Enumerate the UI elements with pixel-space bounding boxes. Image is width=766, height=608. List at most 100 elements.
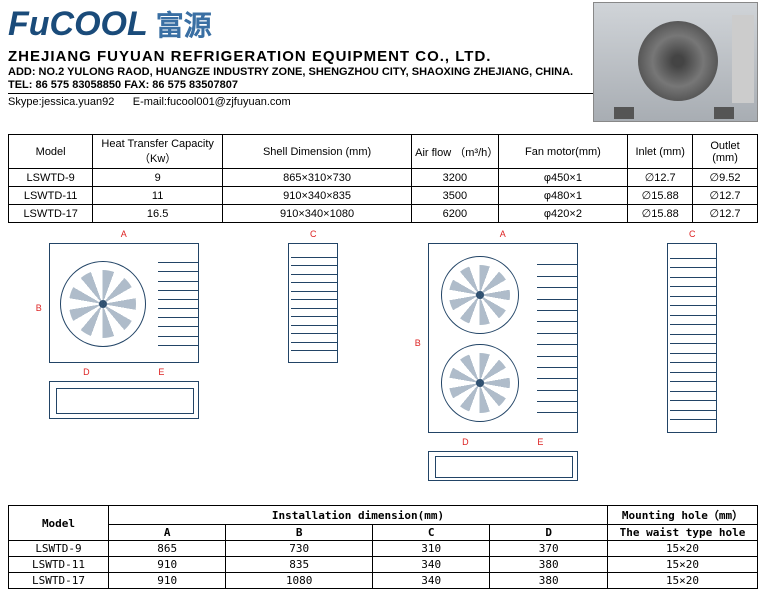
cell: ∅12.7 bbox=[693, 187, 758, 205]
cell: 730 bbox=[226, 541, 372, 557]
unit-side-double bbox=[667, 243, 717, 433]
dim-label-c: C bbox=[689, 229, 696, 239]
diagram-double-fan: A B D E bbox=[428, 229, 578, 481]
cell: 910×340×1080 bbox=[222, 205, 411, 223]
dim-label-b: B bbox=[36, 303, 42, 313]
col-c: C bbox=[372, 525, 489, 541]
dim-label-c: C bbox=[310, 229, 317, 239]
side-grille-icon bbox=[670, 249, 716, 429]
install-row: LSWTD-11 910 835 340 380 15×20 bbox=[9, 557, 758, 573]
install-header-row2: A B C D The waist type hole bbox=[9, 525, 758, 541]
cell: 9 bbox=[93, 169, 223, 187]
spec-table: Model Heat Transfer Capacity（Kw） Shell D… bbox=[8, 134, 758, 223]
logo-chinese: 富源 bbox=[156, 4, 212, 44]
install-row: LSWTD-17 910 1080 340 380 15×20 bbox=[9, 573, 758, 589]
cell: 380 bbox=[490, 573, 608, 589]
cell: 835 bbox=[226, 557, 372, 573]
install-table: Model Installation dimension(mm) Mountin… bbox=[8, 505, 758, 589]
side-grille-icon bbox=[291, 249, 337, 359]
col-install: Installation dimension(mm) bbox=[109, 506, 608, 525]
cell: 910×340×835 bbox=[222, 187, 411, 205]
header: FuCOOL 富源 ZHEJIANG FUYUAN REFRIGERATION … bbox=[0, 0, 766, 132]
cell: 865×310×730 bbox=[222, 169, 411, 187]
cell: φ420×2 bbox=[498, 205, 628, 223]
col-airflow: Air flow （m³/h） bbox=[412, 135, 498, 169]
unit-top-double bbox=[428, 451, 578, 481]
unit-top-single bbox=[49, 381, 199, 419]
cell: 6200 bbox=[412, 205, 498, 223]
cell: ∅9.52 bbox=[693, 169, 758, 187]
col-b: B bbox=[226, 525, 372, 541]
spec-row: LSWTD-11 11 910×340×835 3500 φ480×1 ∅15.… bbox=[9, 187, 758, 205]
dim-label-a: A bbox=[121, 229, 127, 239]
col-model: Model bbox=[9, 506, 109, 541]
cell: 15×20 bbox=[608, 573, 758, 589]
install-header-row1: Model Installation dimension(mm) Mountin… bbox=[9, 506, 758, 525]
cell: 1080 bbox=[226, 573, 372, 589]
cell: 370 bbox=[490, 541, 608, 557]
cell: LSWTD-11 bbox=[9, 557, 109, 573]
cell: φ450×1 bbox=[498, 169, 628, 187]
cell: LSWTD-17 bbox=[9, 205, 93, 223]
cell: ∅12.7 bbox=[628, 169, 693, 187]
email-label: E-mail:fucool001@zjfuyuan.com bbox=[133, 96, 291, 108]
cell: 340 bbox=[372, 557, 489, 573]
spec-row: LSWTD-17 16.5 910×340×1080 6200 φ420×2 ∅… bbox=[9, 205, 758, 223]
unit-front-double: B bbox=[428, 243, 578, 433]
col-model: Model bbox=[9, 135, 93, 169]
fan-icon bbox=[441, 256, 519, 334]
col-d: D bbox=[490, 525, 608, 541]
logo-english: FuCOOL bbox=[8, 5, 148, 44]
cell: 910 bbox=[109, 573, 226, 589]
cell: LSWTD-17 bbox=[9, 573, 109, 589]
cell: ∅15.88 bbox=[628, 187, 693, 205]
cell: 16.5 bbox=[93, 205, 223, 223]
diagram-side-double: C bbox=[667, 229, 717, 433]
cell: φ480×1 bbox=[498, 187, 628, 205]
dim-label-e: E bbox=[537, 437, 543, 447]
product-side-panel bbox=[732, 15, 754, 103]
col-waist: The waist type hole bbox=[608, 525, 758, 541]
grille-icon bbox=[158, 254, 198, 354]
col-mount: Mounting hole（mm） bbox=[608, 506, 758, 525]
product-fan-icon bbox=[638, 21, 718, 101]
unit-side-single bbox=[288, 243, 338, 363]
spec-row: LSWTD-9 9 865×310×730 3200 φ450×1 ∅12.7 … bbox=[9, 169, 758, 187]
fan-icon bbox=[60, 261, 146, 347]
dim-label-e: E bbox=[158, 367, 164, 377]
cell: 3500 bbox=[412, 187, 498, 205]
cell: ∅15.88 bbox=[628, 205, 693, 223]
unit-front-single: B bbox=[49, 243, 199, 363]
cell: 380 bbox=[490, 557, 608, 573]
col-shell: Shell Dimension (mm) bbox=[222, 135, 411, 169]
col-a: A bbox=[109, 525, 226, 541]
dim-row-top: A bbox=[49, 229, 199, 239]
grille-icon bbox=[537, 254, 577, 424]
panel-outline bbox=[56, 388, 194, 414]
cell: 310 bbox=[372, 541, 489, 557]
cell: 3200 bbox=[412, 169, 498, 187]
col-inlet: Inlet (mm) bbox=[628, 135, 693, 169]
product-photo bbox=[593, 2, 758, 122]
dim-label-b: B bbox=[415, 338, 421, 348]
col-fan: Fan motor(mm) bbox=[498, 135, 628, 169]
cell: 910 bbox=[109, 557, 226, 573]
dim-row-bottom: D E bbox=[49, 367, 199, 377]
cell: LSWTD-11 bbox=[9, 187, 93, 205]
spec-header-row: Model Heat Transfer Capacity（Kw） Shell D… bbox=[9, 135, 758, 169]
col-outlet: Outlet (mm) bbox=[693, 135, 758, 169]
cell: 11 bbox=[93, 187, 223, 205]
product-legs bbox=[614, 107, 734, 119]
install-body: LSWTD-9 865 730 310 370 15×20 LSWTD-11 9… bbox=[9, 541, 758, 589]
install-row: LSWTD-9 865 730 310 370 15×20 bbox=[9, 541, 758, 557]
cell: 15×20 bbox=[608, 557, 758, 573]
dim-label-d: D bbox=[462, 437, 469, 447]
spec-body: LSWTD-9 9 865×310×730 3200 φ450×1 ∅12.7 … bbox=[9, 169, 758, 223]
diagram-area: A B D E C A bbox=[4, 229, 762, 499]
diagram-single-fan: A B D E bbox=[49, 229, 199, 419]
cell: ∅12.7 bbox=[693, 205, 758, 223]
dim-label-a: A bbox=[500, 229, 506, 239]
fan-icon bbox=[441, 344, 519, 422]
panel-outline bbox=[435, 456, 573, 478]
cell: 15×20 bbox=[608, 541, 758, 557]
